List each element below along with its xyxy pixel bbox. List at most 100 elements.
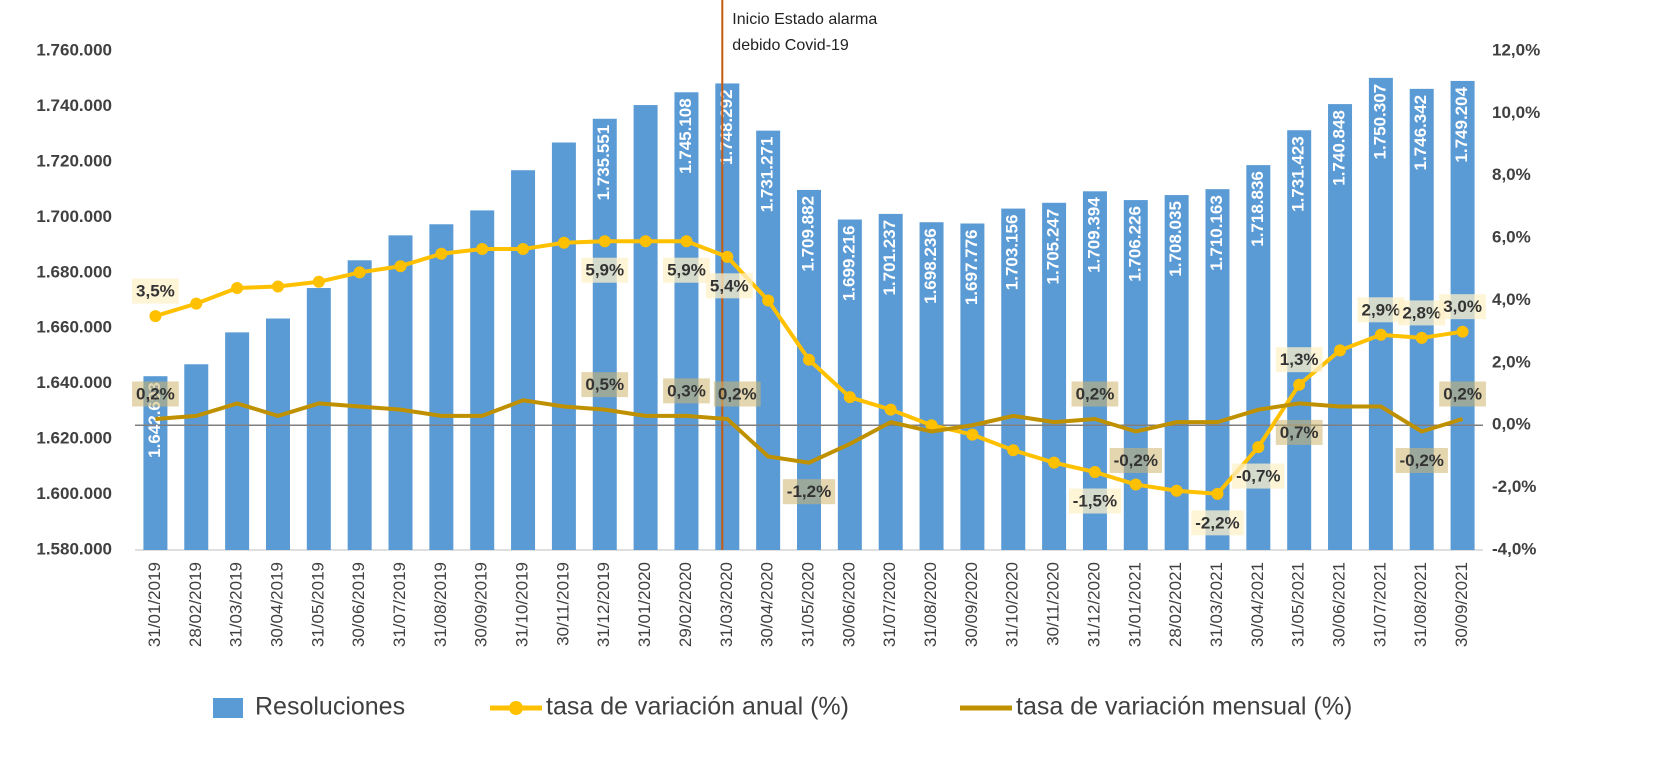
bar	[837, 219, 862, 550]
label-box	[132, 381, 179, 407]
y-tick-label: 1.680.000	[36, 262, 112, 281]
label-box	[581, 372, 629, 398]
bar-label: 1.740.848	[1330, 110, 1349, 186]
bar	[388, 235, 413, 550]
legend-label: Resoluciones	[255, 693, 405, 721]
x-tick-label: 31/01/2020	[635, 562, 654, 647]
marker	[762, 294, 775, 307]
annotation: Inicio Estado alarma	[732, 11, 877, 28]
y2-tick-label: 2,0%	[1492, 352, 1531, 371]
marker	[231, 282, 244, 295]
bar	[470, 210, 495, 550]
x-tick-label: 30/04/2020	[758, 562, 777, 647]
bar-label: 1.718.836	[1248, 171, 1267, 247]
y-tick-label: 1.720.000	[36, 151, 112, 170]
x-tick-label: 30/11/2020	[1044, 562, 1063, 646]
bar-label: 1.749.204	[1452, 86, 1471, 162]
label-box	[782, 479, 836, 505]
bar-label: 1.708.035	[1166, 201, 1185, 277]
bar-label: 1.705.247	[1044, 209, 1063, 285]
marker	[149, 310, 162, 323]
bar-label: 1.709.882	[798, 196, 817, 272]
y-tick-label: 1.660.000	[36, 318, 112, 337]
y2-tick-label: -2,0%	[1492, 477, 1536, 496]
bar-label: 1.698.236	[921, 228, 940, 304]
label-box	[1232, 463, 1285, 489]
point-label: 0,3%	[667, 381, 706, 400]
annotation: debido Covid-19	[732, 37, 849, 54]
label-box	[1439, 381, 1486, 407]
y-tick-label: 1.700.000	[36, 207, 112, 226]
point-label: -1,5%	[1073, 492, 1117, 511]
marker	[1211, 487, 1224, 500]
point-label: 2,8%	[1402, 303, 1441, 322]
x-tick-label: 30/09/2021	[1452, 562, 1471, 647]
marker	[1129, 478, 1142, 491]
bar	[551, 142, 576, 550]
line	[155, 398, 1464, 465]
bar	[919, 222, 944, 551]
label-box	[1071, 381, 1119, 407]
x-tick-label: 31/12/2019	[594, 562, 613, 647]
x-tick-label: 31/05/2020	[798, 562, 817, 647]
bar	[878, 213, 903, 550]
x-tick-label: 31/05/2021	[1289, 562, 1308, 647]
marker	[639, 235, 652, 248]
point-label: 5,9%	[585, 261, 624, 280]
point-label: 0,2%	[718, 384, 757, 403]
x-tick-label: 31/10/2019	[513, 562, 532, 647]
point-label: 0,7%	[1280, 423, 1319, 442]
x-tick-label: 31/07/2021	[1370, 562, 1389, 647]
marker	[966, 428, 979, 441]
point-label: 5,4%	[710, 276, 749, 295]
marker	[1252, 441, 1265, 454]
legend-swatch	[213, 698, 243, 718]
marker	[1293, 378, 1306, 391]
bar-label: 1.697.776	[962, 229, 981, 305]
x-tick-label: 31/12/2020	[1084, 562, 1103, 647]
x-tick-label: 28/02/2019	[186, 562, 205, 647]
bar	[306, 288, 331, 550]
x-tick-label: 31/07/2019	[390, 562, 409, 647]
marker	[1048, 456, 1061, 469]
marker	[1456, 325, 1469, 338]
point-label: 3,0%	[1443, 297, 1482, 316]
x-tick-label: 31/01/2019	[145, 562, 164, 647]
label-box	[1395, 447, 1448, 473]
x-tick-label: 31/08/2019	[431, 562, 450, 647]
y2-tick-label: -4,0%	[1492, 539, 1536, 558]
marker	[1374, 328, 1387, 341]
y2-tick-label: 0,0%	[1492, 415, 1531, 434]
label-box	[1068, 488, 1122, 514]
bar	[1123, 200, 1148, 550]
bar-label: 1.735.551	[594, 125, 613, 201]
label-box	[1439, 294, 1486, 320]
label-box	[1398, 300, 1446, 326]
point-label: 3,5%	[136, 282, 175, 301]
x-tick-label: 31/05/2019	[308, 562, 327, 647]
bar-label: 1.731.271	[758, 137, 777, 213]
x-tick-label: 30/04/2021	[1248, 562, 1267, 647]
marker	[353, 266, 366, 279]
bar	[1328, 104, 1353, 550]
bar	[265, 318, 290, 550]
x-tick-label: 31/08/2020	[921, 562, 940, 647]
label-box	[663, 378, 710, 404]
marker	[721, 250, 734, 263]
y2-tick-label: 4,0%	[1492, 290, 1531, 309]
bar-label: 1.703.156	[1003, 215, 1022, 291]
point-label: 0,2%	[1443, 384, 1482, 403]
marker	[1415, 331, 1428, 344]
point-label: 2,9%	[1362, 300, 1401, 319]
x-tick-label: 30/06/2021	[1330, 562, 1349, 647]
x-tick-label: 31/10/2020	[1003, 562, 1022, 647]
bar	[1001, 208, 1026, 550]
y2-tick-label: 10,0%	[1492, 103, 1540, 122]
bar-label: 1.750.307	[1370, 84, 1389, 160]
x-tick-label: 30/11/2019	[553, 562, 572, 646]
label-box	[713, 381, 761, 407]
marker	[394, 260, 407, 273]
y2-tick-label: 8,0%	[1492, 165, 1531, 184]
label-box	[1357, 297, 1405, 323]
marker	[803, 353, 815, 366]
